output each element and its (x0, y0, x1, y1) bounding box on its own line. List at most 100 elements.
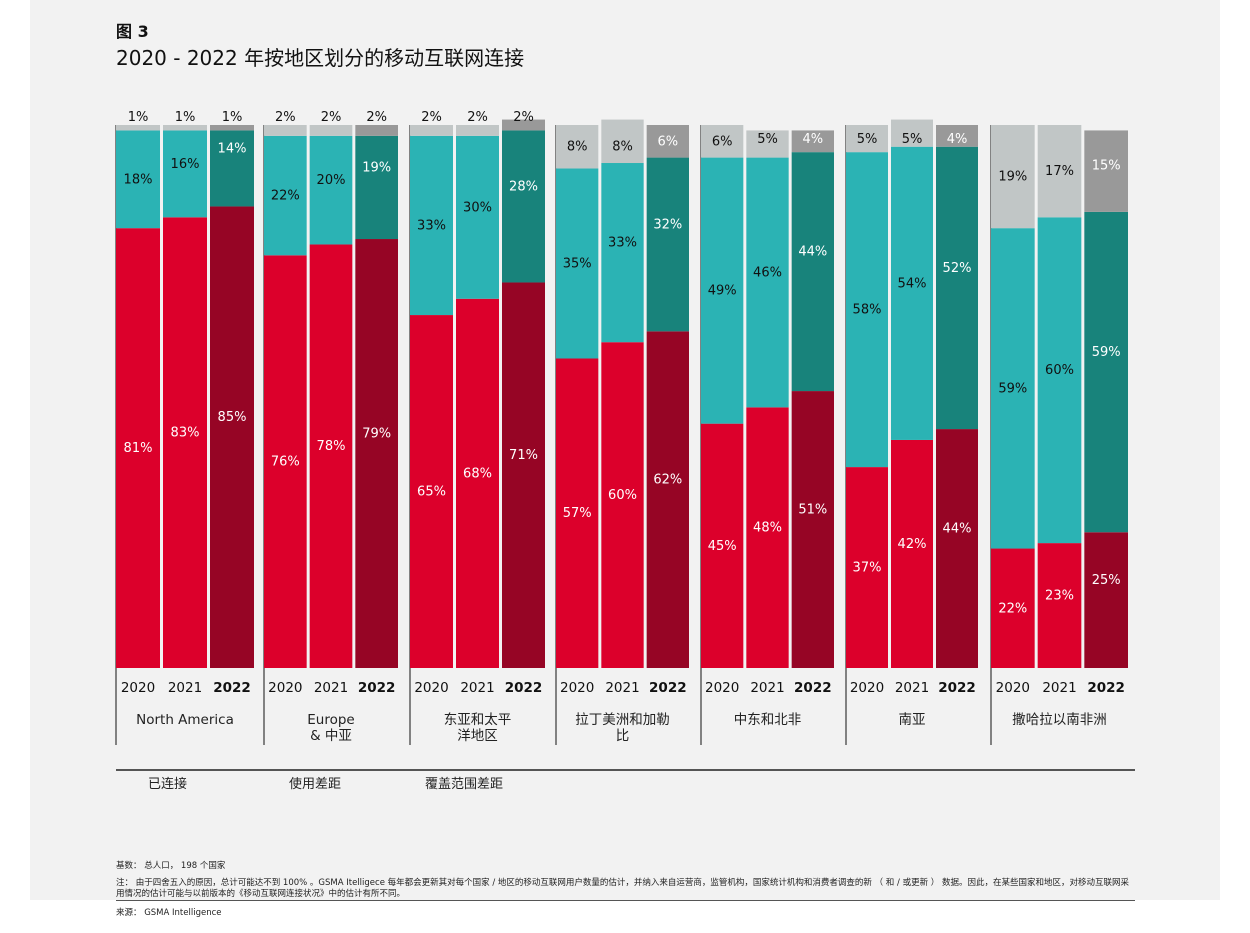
data-label: 2% (421, 110, 442, 125)
data-label: 85% (218, 410, 247, 425)
chart-title: 2020 - 2022 年按地区划分的移动互联网连接 (116, 46, 525, 70)
category-label: 南亚 (899, 712, 926, 728)
bar-segment (502, 130, 545, 283)
data-label: 37% (853, 561, 882, 576)
bar-segment (355, 135, 398, 240)
bar-segment (646, 157, 689, 332)
stacked-bar-chart: 81% 18% 1% 2020 83% 16% 1% 2021 85% 14% 1% 2022 Nort… (115, 110, 1128, 745)
data-label: 5% (757, 132, 778, 147)
bar-segment (891, 119, 933, 147)
bar-segment (355, 125, 398, 136)
bar-segment (456, 135, 499, 299)
bar-segment (410, 125, 453, 136)
data-label: 25% (1092, 573, 1121, 588)
bar-segment (1084, 211, 1128, 533)
data-label: 6% (712, 134, 733, 149)
bar-segment (891, 146, 933, 440)
data-label: 15% (1092, 159, 1121, 174)
bar-segment (746, 407, 789, 668)
bar-segment (410, 315, 453, 668)
bar-segment (309, 125, 353, 136)
data-label: 65% (417, 485, 446, 500)
legend-divider (116, 769, 1135, 771)
bar-segment (746, 157, 789, 408)
bar-segment (991, 548, 1035, 668)
data-label: 51% (798, 503, 827, 518)
footnote-divider (116, 900, 1135, 901)
bar-segment (456, 298, 499, 668)
bar-segment (601, 119, 644, 164)
bar-segment (264, 125, 307, 136)
data-label: 35% (563, 256, 592, 271)
data-label: 79% (362, 427, 391, 442)
category-label: 洋地区 (457, 728, 498, 744)
year-tick-label: 2021 (750, 680, 784, 696)
category-panel (264, 668, 398, 745)
year-tick-label: 2021 (605, 680, 639, 696)
bar-segment (936, 429, 978, 668)
category-label: 东亚和太平 (444, 712, 512, 728)
category-label: 撒哈拉以南非洲 (1012, 712, 1107, 728)
data-label: 19% (998, 170, 1027, 185)
category-label: 拉丁美洲和加勒 (575, 712, 670, 728)
data-label: 42% (898, 537, 927, 552)
bar-segment (502, 282, 545, 668)
bar-segment (410, 135, 453, 316)
bar-segment (309, 135, 353, 245)
bar-segment (701, 125, 744, 158)
data-label: 28% (509, 179, 538, 194)
data-label: 60% (1045, 363, 1074, 378)
data-label: 62% (653, 473, 682, 488)
bar-segment (163, 125, 207, 131)
data-label: 5% (902, 132, 923, 147)
bar-segment (791, 130, 834, 153)
year-tick-label: 2022 (794, 680, 832, 696)
year-tick-label: 2022 (213, 680, 251, 696)
bar-segment (210, 206, 254, 668)
bar-segment (163, 217, 207, 668)
data-label: 18% (124, 172, 153, 187)
data-label: 30% (463, 200, 492, 215)
data-label: 8% (567, 140, 588, 155)
footnote-note: 注： 由于四舍五入的原因，总计可能达不到 100% 。GSMA Itellige… (116, 878, 1129, 899)
year-tick-label: 2020 (560, 680, 594, 696)
bar-segment (210, 125, 254, 131)
bar-segment (1037, 217, 1082, 544)
year-tick-label: 2020 (996, 680, 1030, 696)
data-label: 23% (1045, 589, 1074, 604)
data-label: 2% (366, 110, 387, 125)
data-label: 22% (998, 601, 1027, 616)
bar-segment (210, 130, 254, 207)
data-label: 4% (803, 132, 824, 147)
data-label: 49% (708, 284, 737, 299)
data-label: 2% (275, 110, 296, 125)
data-label: 2% (321, 110, 342, 125)
bar-segment (556, 168, 599, 359)
category-label: 中东和北非 (734, 712, 802, 728)
category-panel (701, 668, 834, 745)
category-label: North America (136, 712, 234, 728)
data-label: 22% (271, 189, 300, 204)
data-label: 78% (317, 439, 346, 454)
year-tick-label: 2022 (358, 680, 396, 696)
year-tick-label: 2022 (649, 680, 687, 696)
category-panel (556, 668, 689, 745)
year-tick-label: 2022 (938, 680, 976, 696)
year-tick-label: 2020 (414, 680, 448, 696)
category-panel (116, 668, 254, 745)
bar-segment (646, 331, 689, 668)
legend-connected: 已连接 (148, 777, 188, 792)
bar-segment (791, 391, 834, 668)
bar-segment (746, 130, 789, 158)
data-label: 1% (128, 110, 149, 125)
data-label: 83% (171, 426, 200, 441)
data-label: 59% (998, 381, 1027, 396)
bar-segment (846, 152, 888, 468)
bar-segment (264, 255, 307, 668)
bar-segment (846, 125, 888, 153)
data-label: 1% (222, 110, 243, 125)
bar-segment (355, 239, 398, 668)
year-tick-label: 2021 (1042, 680, 1076, 696)
bar-segment (309, 244, 353, 668)
bar-segment (991, 125, 1035, 229)
